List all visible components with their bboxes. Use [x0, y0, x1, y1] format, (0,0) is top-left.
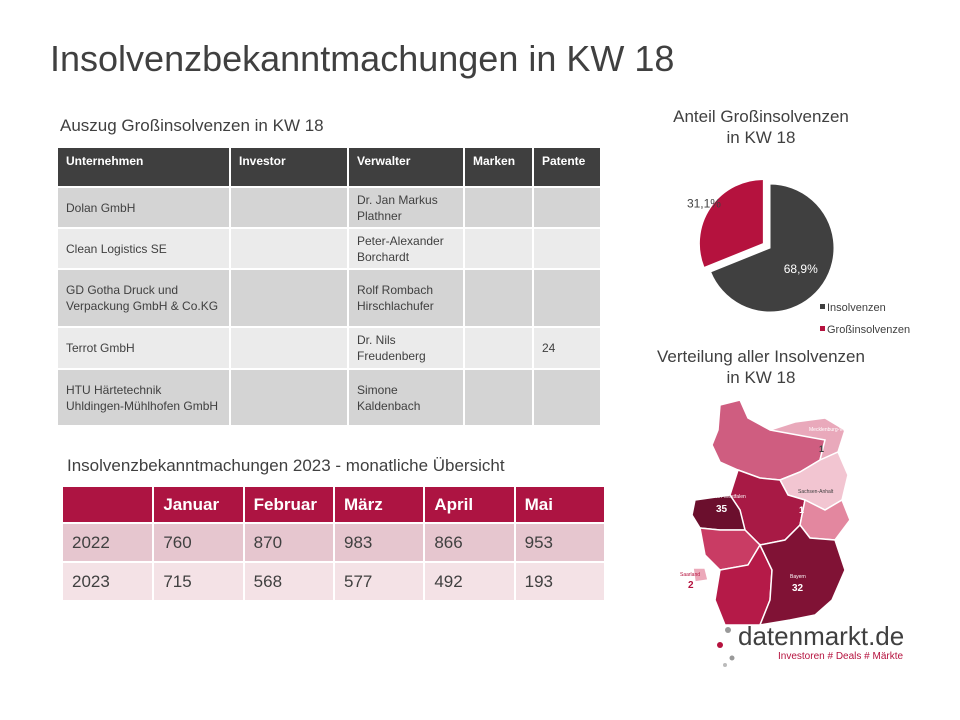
table-cell: [230, 227, 349, 269]
region-name: Nordrhein-Westfalen: [700, 494, 746, 500]
column-header: Investor: [230, 148, 349, 187]
table-row: HTU Härtetechnik Uhldingen-Mühlhofen Gmb…: [58, 368, 602, 425]
legend-label: Großinsolvenzen: [827, 324, 910, 336]
table-cell: [464, 368, 534, 425]
column-header: Marken: [464, 148, 534, 187]
pie-chart: 68,9% 31,1% Insolvenzen Großinsolvenzen: [687, 179, 910, 336]
data-label: 68,9%: [784, 262, 818, 276]
table-cell: [464, 227, 534, 269]
table-cell: [230, 186, 349, 228]
header-row: Januar Februar März April Mai: [63, 487, 607, 523]
slide-title: Insolvenzbekanntmachungen in KW 18: [50, 38, 675, 79]
table-caption: Insolvenzbekanntmachungen 2023 - monatli…: [67, 456, 505, 475]
table-cell: [230, 368, 349, 425]
region-name: Saarland: [680, 572, 700, 578]
column-header: Januar: [153, 487, 245, 523]
map-title: Verteilung aller Insolvenzen in KW 18: [657, 347, 865, 387]
table-cell: Rolf Rombach Hirschlachufer: [348, 268, 465, 327]
table-cell: 577: [333, 561, 426, 600]
table-cell: 953: [514, 522, 607, 562]
table-cell: [464, 186, 534, 228]
table-cell: 568: [243, 561, 335, 600]
table-cell: 866: [424, 522, 516, 562]
table-row: 2022 760 870 983 866 953: [63, 522, 607, 562]
pie-slice: [698, 179, 764, 269]
table-cell: [464, 326, 534, 369]
table-caption: Auszug Großinsolvenzen in KW 18: [60, 116, 324, 135]
table-cell: [533, 268, 602, 327]
table-cell: GD Gotha Druck und Verpackung GmbH & Co.…: [58, 268, 231, 327]
logo-name: datenmarkt.de: [738, 621, 904, 651]
pie-slice: [709, 183, 835, 313]
table-cell: [464, 268, 534, 327]
table-cell: Dr. Nils Freudenberg: [348, 326, 465, 369]
region-value: 2: [688, 580, 694, 591]
table-row: 2023 715 568 577 492 193: [63, 561, 607, 600]
table-cell: [533, 227, 602, 269]
table-cell: 983: [333, 522, 426, 562]
table-cell: Peter-Alexander Borchardt: [348, 227, 465, 269]
table-cell: 24: [533, 326, 602, 369]
region-value: 1: [799, 505, 804, 515]
pie-title: Anteil Großinsolvenzen in KW 18: [673, 107, 849, 147]
region-name: Sachsen-Anhalt: [798, 489, 834, 495]
table-cell: [230, 268, 349, 327]
table-cell: 715: [153, 561, 245, 600]
table-row: GD Gotha Druck und Verpackung GmbH & Co.…: [58, 268, 602, 327]
logo: datenmarkt.de Investoren # Deals # Märkt…: [717, 621, 904, 667]
insolvency-table: Unternehmen Investor Verwalter Marken Patent…: [58, 148, 602, 425]
column-header: April: [424, 487, 516, 523]
title-line: in KW 18: [727, 128, 796, 147]
table-row: Clean Logistics SE Peter-Alexander Borcha…: [58, 227, 602, 269]
table-cell: Simone Kaldenbach: [348, 368, 465, 425]
table-cell: [533, 368, 602, 425]
table-row: Dolan GmbH Dr. Jan Markus Plathner: [58, 186, 602, 228]
table-cell: 870: [243, 522, 335, 562]
region-value: 32: [792, 583, 804, 594]
table-cell: HTU Härtetechnik Uhldingen-Mühlhofen Gmb…: [58, 368, 231, 425]
data-label: 31,1%: [687, 196, 721, 210]
table-cell: Dolan GmbH: [58, 186, 231, 228]
column-header: Mai: [514, 487, 607, 523]
column-header: Unternehmen: [58, 148, 231, 187]
germany-map: Mecklenburg-Vorpommern 1 Sachsen-Anhalt …: [680, 399, 868, 626]
table-cell: Clean Logistics SE: [58, 227, 231, 269]
table-cell: 492: [424, 561, 516, 600]
region-name: Bayern: [790, 574, 806, 580]
title-line: Verteilung aller Insolvenzen: [657, 347, 865, 366]
region-name: Mecklenburg-Vorpommern: [809, 427, 868, 433]
legend-swatch: [820, 304, 825, 309]
row-label: 2023: [63, 561, 155, 600]
column-header: Februar: [243, 487, 335, 523]
table-cell: [230, 326, 349, 369]
title-line: Anteil Großinsolvenzen: [673, 107, 849, 126]
title-line: in KW 18: [727, 368, 796, 387]
legend-swatch: [820, 326, 825, 331]
monthly-table: Januar Februar März April Mai 2022 760 870 983 86…: [63, 487, 607, 600]
table-cell: 760: [153, 522, 245, 562]
table-row: Terrot GmbH Dr. Nils Freudenberg 24: [58, 326, 602, 369]
logo-tagline: Investoren # Deals # Märkte: [778, 651, 903, 662]
table-cell: Terrot GmbH: [58, 326, 231, 369]
column-header: März: [333, 487, 426, 523]
table-cell: 193: [514, 561, 607, 600]
header-row: Unternehmen Investor Verwalter Marken Patent…: [58, 148, 602, 187]
table-cell: Dr. Jan Markus Plathner: [348, 186, 465, 228]
column-header: Verwalter: [348, 148, 465, 187]
corner-cell: [63, 487, 155, 523]
table-cell: [533, 186, 602, 228]
row-label: 2022: [63, 522, 155, 562]
region-value: 35: [716, 504, 728, 515]
column-header: Patente: [533, 148, 602, 187]
legend-label: Insolvenzen: [827, 302, 886, 314]
side-panel: Anteil Großinsolvenzen in KW 18 68,9% 31,1…: [657, 107, 910, 667]
region-value: 1: [819, 444, 824, 454]
